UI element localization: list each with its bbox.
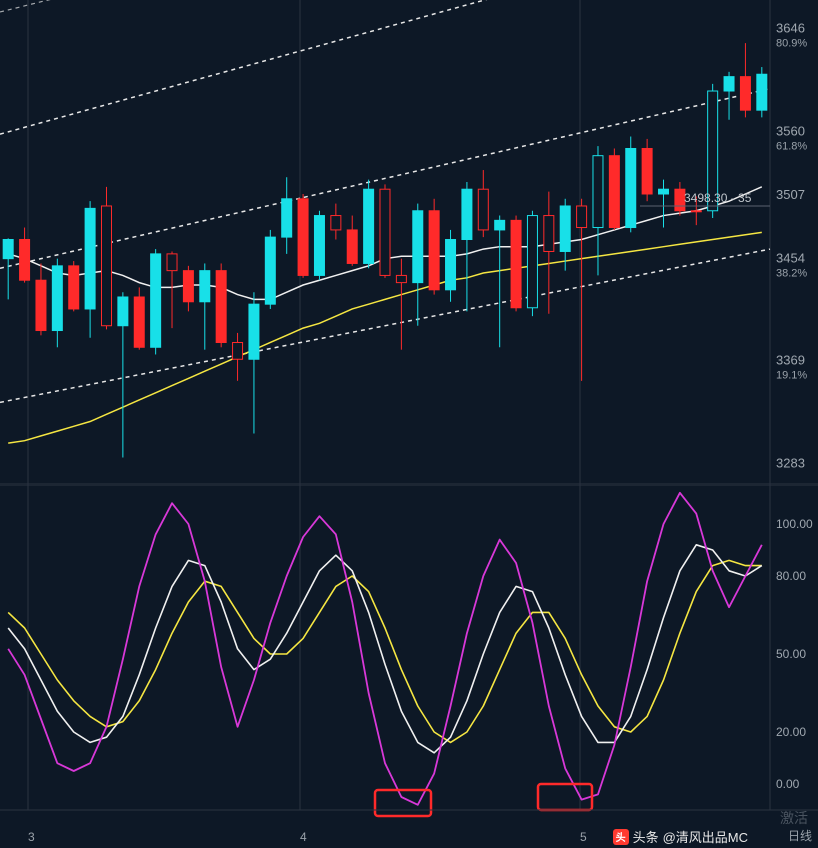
credit-badge: 头 头条 @清风出品MC [613, 827, 748, 846]
svg-text:50.00: 50.00 [776, 647, 806, 661]
xaxis-right-label: 日线 [788, 827, 812, 844]
svg-text:80.00: 80.00 [776, 569, 806, 583]
svg-text:3560: 3560 [776, 124, 805, 139]
xaxis-label: 5 [580, 830, 587, 844]
xaxis-label: 4 [300, 830, 307, 844]
credit-handle: @清风出品MC [663, 827, 748, 846]
svg-text:3507: 3507 [776, 187, 805, 202]
toutiao-icon: 头 [613, 829, 629, 845]
svg-text:3454: 3454 [776, 251, 805, 266]
svg-text:3498.30 - 35: 3498.30 - 35 [684, 191, 752, 205]
watermark-text: 激活 [780, 808, 808, 828]
svg-text:80.9%: 80.9% [776, 38, 807, 50]
svg-text:61.8%: 61.8% [776, 141, 807, 153]
oscillator-svg[interactable]: 100.00 80.00 50.00 20.00 0.00 [0, 485, 818, 825]
svg-text:100.00: 100.00 [776, 517, 813, 531]
credit-prefix: 头条 [633, 827, 659, 846]
svg-text:19.1%: 19.1% [776, 369, 807, 381]
svg-text:3283: 3283 [776, 455, 805, 470]
xaxis-label: 3 [28, 830, 35, 844]
svg-text:3369: 3369 [776, 352, 805, 367]
oscillator-panel[interactable]: 100.00 80.00 50.00 20.00 0.00 [0, 485, 818, 825]
chart-container: 3498.30 - 35364680.9%356061.8%3507345438… [0, 0, 818, 848]
x-axis: 3 4 5 日线 激活 头 头条 @清风出品MC [0, 826, 818, 848]
svg-text:3646: 3646 [776, 21, 805, 36]
main-chart-svg[interactable]: 3498.30 - 35 3646 80.9% 3560 61.8% 3507 3454 38… [0, 0, 818, 485]
svg-text:0.00: 0.00 [776, 777, 800, 791]
svg-text:20.00: 20.00 [776, 725, 806, 739]
svg-text:38.2%: 38.2% [776, 268, 807, 280]
main-chart-panel[interactable]: 3498.30 - 35 3646 80.9% 3560 61.8% 3507 3454 38… [0, 0, 818, 485]
